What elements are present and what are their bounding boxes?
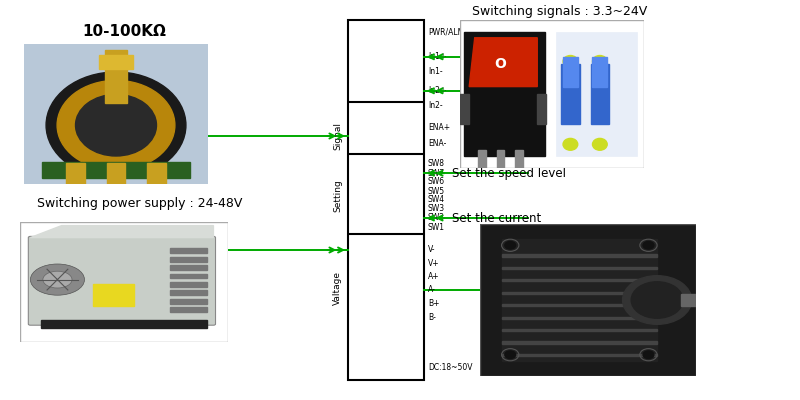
- Bar: [502, 292, 657, 294]
- Text: SW5: SW5: [428, 187, 445, 196]
- Circle shape: [631, 282, 683, 318]
- Polygon shape: [469, 38, 538, 87]
- Bar: [502, 239, 657, 361]
- Text: ENA-: ENA-: [428, 140, 446, 148]
- Text: A+: A+: [428, 272, 440, 281]
- Text: Valtage: Valtage: [333, 271, 342, 305]
- Bar: [502, 267, 657, 269]
- Circle shape: [57, 80, 175, 170]
- Text: Signal: Signal: [333, 122, 342, 150]
- Bar: [556, 32, 637, 156]
- Bar: [348, 20, 424, 380]
- Bar: [502, 304, 657, 306]
- Text: B-: B-: [428, 313, 436, 322]
- Text: ENA+: ENA+: [428, 124, 450, 132]
- Bar: [42, 162, 190, 178]
- Bar: [681, 294, 698, 306]
- Bar: [99, 55, 133, 69]
- Bar: [538, 94, 546, 124]
- FancyBboxPatch shape: [28, 236, 215, 325]
- Bar: [66, 163, 85, 184]
- Text: DC:18~50V: DC:18~50V: [428, 364, 473, 372]
- Bar: [170, 257, 207, 262]
- Bar: [502, 342, 657, 344]
- Text: Setting: Setting: [333, 180, 342, 212]
- Text: In2+: In2+: [428, 86, 446, 95]
- Text: SW6: SW6: [428, 178, 445, 186]
- Bar: [41, 320, 207, 328]
- Bar: [561, 64, 579, 124]
- Bar: [502, 279, 657, 282]
- Bar: [593, 57, 607, 87]
- Circle shape: [46, 72, 186, 178]
- Circle shape: [563, 138, 578, 150]
- Bar: [563, 57, 578, 87]
- Circle shape: [505, 351, 516, 358]
- Bar: [515, 150, 522, 168]
- Circle shape: [43, 271, 72, 288]
- Text: PWR/ALM: PWR/ALM: [428, 28, 464, 36]
- Bar: [502, 316, 657, 319]
- Circle shape: [30, 264, 85, 295]
- Text: SW8: SW8: [428, 160, 445, 168]
- Bar: [460, 94, 469, 124]
- Text: SW1: SW1: [428, 223, 445, 232]
- Bar: [170, 274, 207, 278]
- Bar: [93, 284, 134, 306]
- Bar: [170, 299, 207, 304]
- Bar: [502, 354, 657, 356]
- Circle shape: [643, 351, 654, 358]
- Text: Switching signals : 3.3~24V: Switching signals : 3.3~24V: [472, 6, 647, 18]
- Circle shape: [75, 94, 157, 156]
- Bar: [105, 50, 127, 103]
- Text: 10-100KΩ: 10-100KΩ: [82, 24, 166, 40]
- Bar: [170, 307, 207, 312]
- Circle shape: [593, 138, 607, 150]
- Bar: [590, 64, 609, 124]
- Circle shape: [593, 56, 607, 67]
- Bar: [147, 163, 166, 184]
- Bar: [170, 290, 207, 295]
- Text: V+: V+: [428, 259, 440, 268]
- Text: In1-: In1-: [428, 68, 442, 76]
- Circle shape: [622, 276, 692, 324]
- Bar: [170, 265, 207, 270]
- Text: Set the speed level: Set the speed level: [452, 167, 566, 180]
- Bar: [170, 248, 207, 253]
- Text: Switching power supply : 24-48V: Switching power supply : 24-48V: [38, 198, 242, 210]
- Circle shape: [643, 242, 654, 249]
- Bar: [478, 150, 486, 168]
- Text: Set the current: Set the current: [452, 212, 542, 224]
- Text: SW7: SW7: [428, 169, 445, 178]
- Polygon shape: [30, 226, 214, 238]
- Text: In2-: In2-: [428, 102, 442, 110]
- Text: B+: B+: [428, 300, 439, 308]
- Bar: [502, 329, 657, 331]
- Text: SW3: SW3: [428, 204, 445, 213]
- Bar: [502, 254, 657, 256]
- Text: SW2: SW2: [428, 214, 445, 222]
- Circle shape: [505, 242, 516, 249]
- Text: SW4: SW4: [428, 196, 445, 204]
- Text: A-: A-: [428, 286, 436, 294]
- Text: In1+: In1+: [428, 52, 446, 61]
- Bar: [497, 150, 504, 168]
- Text: O: O: [494, 58, 506, 72]
- Circle shape: [563, 56, 578, 67]
- Bar: [170, 282, 207, 287]
- Text: V-: V-: [428, 246, 435, 254]
- Bar: [464, 32, 545, 156]
- Bar: [107, 163, 125, 184]
